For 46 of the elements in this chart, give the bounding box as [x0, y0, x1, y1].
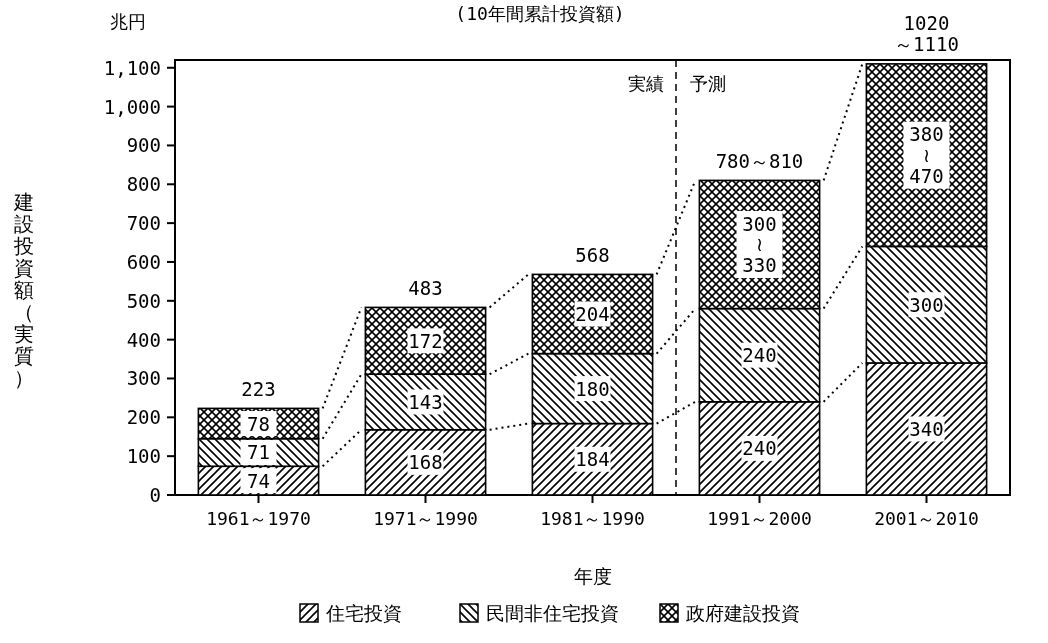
data-label: 380 ≀ 470 — [909, 123, 944, 188]
total-label: 1020 ～1110 — [894, 12, 959, 56]
data-label: 172 — [408, 329, 443, 352]
y-tick-label: 600 — [126, 250, 161, 273]
total-label: 483 — [408, 277, 443, 300]
x-tick-label: 2001～2010 — [874, 508, 979, 529]
y-tick-label: 0 — [149, 484, 161, 506]
data-label: 240 — [742, 437, 777, 460]
x-tick-label: 1981～1990 — [540, 508, 645, 529]
data-label: 184 — [575, 448, 610, 471]
y-tick-label: 1,100 — [103, 56, 161, 79]
text: 兆円 — [110, 11, 146, 32]
total-label: 223 — [241, 378, 276, 401]
y-tick-label: 500 — [126, 289, 161, 312]
y-tick-label: 1,000 — [103, 95, 161, 118]
x-axis-title: 年度 — [573, 565, 612, 587]
data-label: 300 — [909, 293, 944, 316]
total-label: 780～810 — [715, 150, 804, 173]
legend-label: 民間非住宅投資 — [486, 602, 619, 624]
y-tick-label: 400 — [126, 328, 161, 351]
x-tick-label: 1971～1990 — [373, 508, 478, 529]
data-label: 168 — [408, 451, 443, 474]
data-label: 340 — [909, 417, 944, 440]
total-label: 568 — [575, 244, 610, 267]
legend-label: 政府建設投資 — [686, 602, 800, 624]
data-label: 300 ≀ 330 — [742, 212, 777, 277]
y-tick-label: 300 — [126, 367, 161, 390]
data-label: 143 — [408, 390, 443, 413]
y-tick-label: 100 — [126, 445, 161, 468]
legend-label: 住宅投資 — [325, 602, 402, 624]
y-tick-label: 700 — [126, 212, 161, 235]
data-label: 240 — [742, 344, 777, 367]
annotation: 実績 — [628, 73, 664, 94]
data-label: 180 — [575, 377, 610, 400]
x-tick-label: 1991～2000 — [707, 508, 812, 529]
data-label: 204 — [575, 303, 610, 326]
data-label: 78 — [247, 412, 270, 435]
y-tick-label: 900 — [126, 134, 161, 157]
y-tick-label: 200 — [126, 406, 161, 429]
data-label: 74 — [247, 469, 270, 492]
text: 建設投資額（実質） — [14, 190, 34, 390]
annotation: 予測 — [690, 73, 726, 94]
data-label: 71 — [247, 441, 270, 464]
x-tick-label: 1961～1970 — [206, 508, 311, 529]
chart-subtitle: (10年間累計投資額) — [455, 3, 625, 24]
y-tick-label: 800 — [126, 173, 161, 196]
